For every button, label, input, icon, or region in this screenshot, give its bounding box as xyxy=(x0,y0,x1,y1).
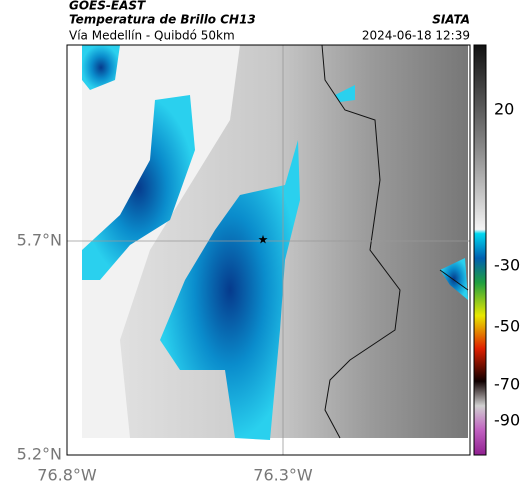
y-tick-label: 5.2°N xyxy=(17,445,62,464)
header: GOES-EAST Temperatura de Brillo CH13 SIA… xyxy=(69,0,470,27)
colorbar-tick-label: -50 xyxy=(494,317,520,336)
datetime: 2024-06-18 12:39 xyxy=(362,29,470,43)
source: GOES-EAST xyxy=(69,0,146,13)
subtitle: Vía Medellín - Quibdó 50km xyxy=(69,29,235,43)
colorbar xyxy=(473,44,487,456)
colorbar-tick-label: 20 xyxy=(494,100,514,119)
colorbar-tick-label: -30 xyxy=(494,256,520,275)
x-tick-label: 76.8°W xyxy=(37,466,97,485)
colorbar-tick-label: -90 xyxy=(494,411,520,430)
colorbar-tick-label: -70 xyxy=(494,375,520,394)
org: SIATA xyxy=(432,13,470,27)
map: ★ xyxy=(66,44,471,456)
title: Temperatura de Brillo CH13 xyxy=(69,13,256,27)
colorbar-ticks: 20 -30 -50 -70 -90 xyxy=(494,100,520,430)
svg-text:★: ★ xyxy=(258,233,269,247)
y-tick-label: 5.7°N xyxy=(17,231,62,250)
axis-ticks: 76.8°W 76.3°W 5.7°N 5.2°N xyxy=(17,231,313,485)
x-tick-label: 76.3°W xyxy=(253,466,313,485)
